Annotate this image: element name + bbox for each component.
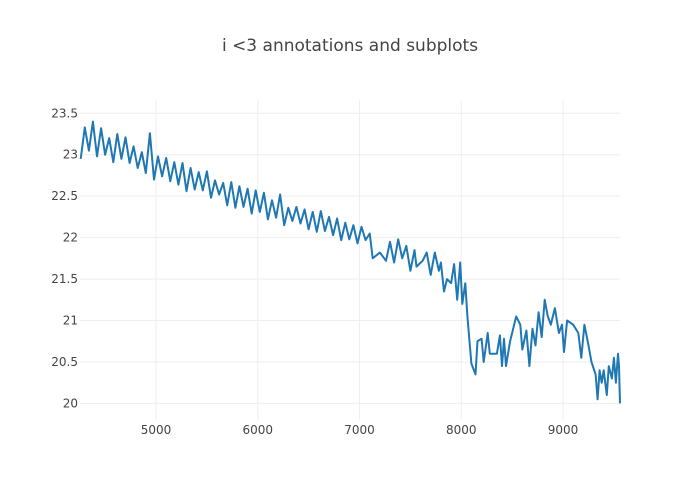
y-tick-label: 22.5 <box>51 189 78 203</box>
y-tick-label: 23 <box>63 148 78 162</box>
plot-area[interactable] <box>79 120 621 404</box>
y-tick-label: 23.5 <box>51 106 78 120</box>
x-tick-label: 7000 <box>344 423 375 437</box>
y-tick-label: 22 <box>63 231 78 245</box>
y-tick-label: 20 <box>63 396 78 410</box>
y-axis-ticks: 20 20.5 21 21.5 22 22.5 23 23.5 <box>51 106 78 410</box>
x-tick-label: 9000 <box>548 423 579 437</box>
x-axis-ticks: 5000 6000 7000 8000 9000 <box>141 423 579 437</box>
y-tick-label: 21.5 <box>51 272 78 286</box>
y-tick-label: 21 <box>63 314 78 328</box>
x-tick-label: 5000 <box>141 423 172 437</box>
y-tick-label: 20.5 <box>51 355 78 369</box>
x-tick-label: 8000 <box>446 423 477 437</box>
chart-title: i <3 annotations and subplots <box>222 36 478 56</box>
x-tick-label: 6000 <box>242 423 273 437</box>
series-line[interactable] <box>79 120 621 404</box>
